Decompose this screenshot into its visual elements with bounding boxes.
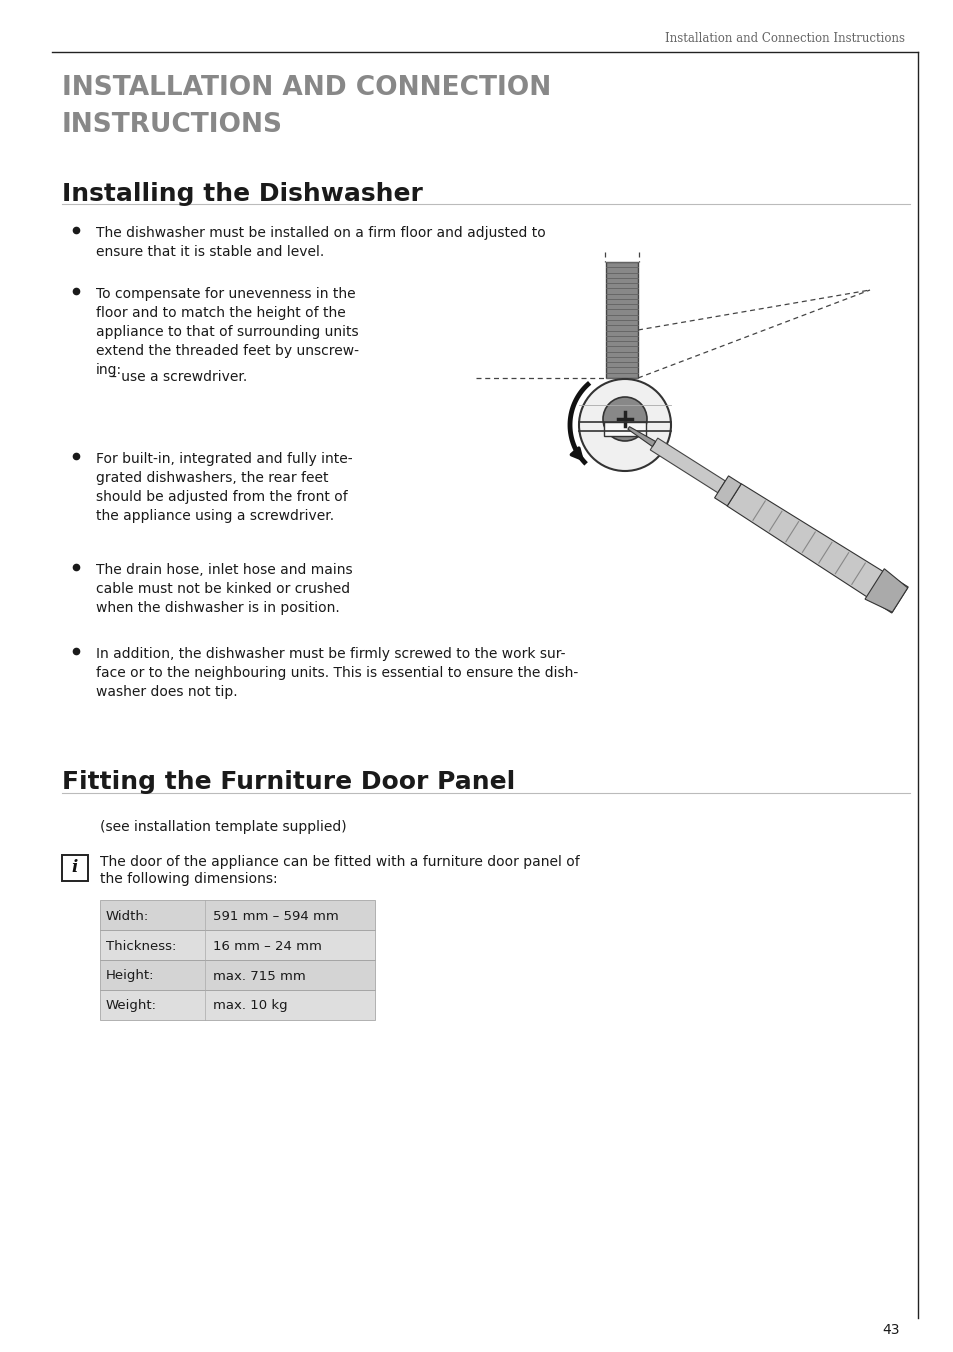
- Text: The dishwasher must be installed on a firm floor and adjusted to
ensure that it : The dishwasher must be installed on a fi…: [96, 226, 545, 260]
- Text: For built-in, integrated and fully inte-
grated dishwashers, the rear feet
shoul: For built-in, integrated and fully inte-…: [96, 452, 353, 523]
- Text: (see installation template supplied): (see installation template supplied): [100, 821, 346, 834]
- Text: max. 10 kg: max. 10 kg: [213, 999, 287, 1013]
- Circle shape: [578, 379, 670, 470]
- Text: 16 mm – 24 mm: 16 mm – 24 mm: [213, 940, 321, 953]
- Text: Thickness:: Thickness:: [106, 940, 176, 953]
- Text: Weight:: Weight:: [106, 999, 157, 1013]
- Polygon shape: [726, 484, 907, 612]
- Circle shape: [602, 397, 646, 441]
- Text: max. 715 mm: max. 715 mm: [213, 969, 305, 983]
- Polygon shape: [650, 438, 724, 492]
- Text: Installation and Connection Instructions: Installation and Connection Instructions: [664, 31, 904, 45]
- Bar: [100, 930, 375, 960]
- Text: 591 mm – 594 mm: 591 mm – 594 mm: [213, 910, 338, 922]
- Text: The door of the appliance can be fitted with a furniture door panel of: The door of the appliance can be fitted …: [100, 854, 579, 869]
- Text: The drain hose, inlet hose and mains
cable must not be kinked or crushed
when th: The drain hose, inlet hose and mains cab…: [96, 562, 353, 615]
- Text: INSTRUCTIONS: INSTRUCTIONS: [62, 112, 283, 138]
- Text: In addition, the dishwasher must be firmly screwed to the work sur-
face or to t: In addition, the dishwasher must be firm…: [96, 648, 578, 699]
- FancyBboxPatch shape: [62, 854, 88, 882]
- Polygon shape: [627, 427, 655, 446]
- Text: INSTALLATION AND CONNECTION: INSTALLATION AND CONNECTION: [62, 74, 551, 101]
- Text: Width:: Width:: [106, 910, 149, 922]
- Text: Installing the Dishwasher: Installing the Dishwasher: [62, 183, 422, 206]
- Bar: [100, 960, 375, 990]
- Polygon shape: [864, 569, 906, 612]
- Text: To compensate for unevenness in the
floor and to match the height of the
applian: To compensate for unevenness in the floo…: [96, 287, 358, 377]
- Bar: [100, 990, 375, 1019]
- Text: 43: 43: [882, 1324, 899, 1337]
- Text: i: i: [71, 860, 78, 876]
- Bar: [603, 422, 645, 435]
- Text: Fitting the Furniture Door Panel: Fitting the Furniture Door Panel: [62, 771, 515, 794]
- Text: Height:: Height:: [106, 969, 154, 983]
- Text: the following dimensions:: the following dimensions:: [100, 872, 277, 886]
- Text: – use a screwdriver.: – use a screwdriver.: [110, 370, 247, 384]
- Polygon shape: [714, 476, 740, 506]
- Bar: [100, 900, 375, 930]
- Polygon shape: [605, 262, 638, 379]
